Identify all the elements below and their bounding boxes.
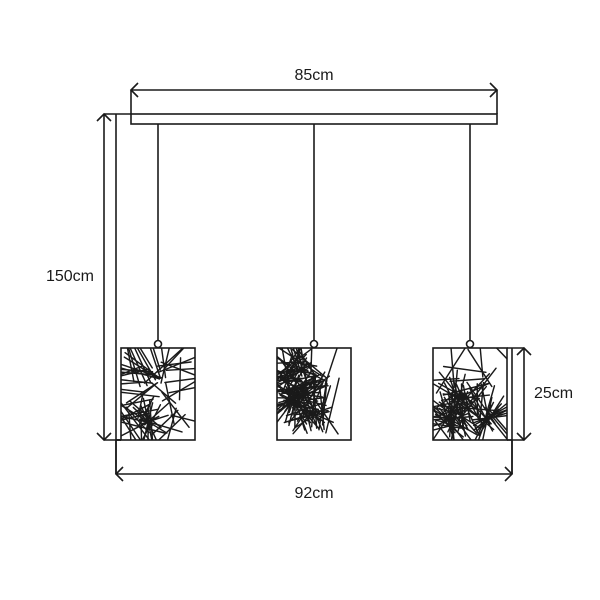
dimension-label: 85cm — [294, 67, 333, 84]
pendant-shade — [258, 334, 351, 440]
dimension-label: 25cm — [534, 385, 573, 402]
canopy-bar — [131, 114, 497, 124]
pendant — [155, 124, 162, 348]
pendant — [311, 124, 318, 348]
pendant-shade — [418, 334, 520, 448]
pendant — [467, 124, 474, 348]
dimension-label: 150cm — [46, 268, 94, 285]
dimension-label: 92cm — [294, 485, 333, 502]
